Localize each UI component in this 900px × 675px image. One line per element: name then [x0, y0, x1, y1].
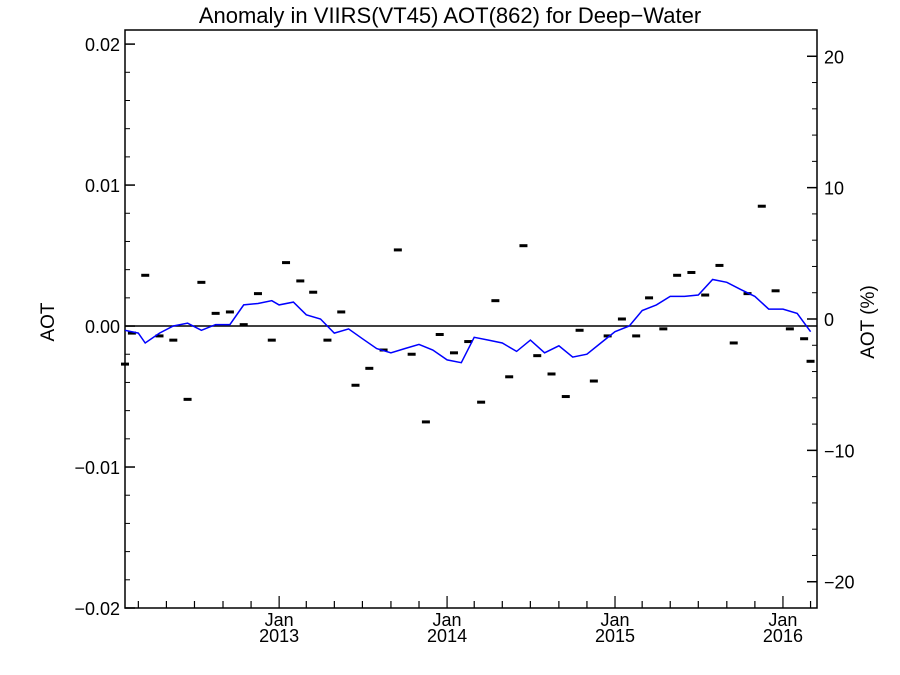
plot-area: 0.020.010.00−0.01−0.0220100−10−20Jan2013… [74, 29, 855, 646]
x-tick-year-label: 2015 [595, 626, 635, 646]
plot-frame [124, 29, 818, 609]
y-axis-label: AOT [38, 302, 59, 341]
y-tick-label: 0.00 [85, 317, 120, 337]
y2-tick-label: 0 [824, 310, 834, 330]
chart-title: Anomaly in VIIRS(VT45) AOT(862) for Deep… [199, 3, 701, 28]
x-tick-year-label: 2016 [763, 626, 803, 646]
x-tick-month-label: Jan [265, 610, 294, 630]
y2-tick-label: 20 [824, 47, 844, 67]
y-tick-label: 0.02 [85, 35, 120, 55]
x-tick-year-label: 2014 [427, 626, 467, 646]
x-tick-year-label: 2013 [259, 626, 299, 646]
y-tick-label: −0.01 [74, 458, 120, 478]
y2-tick-label: 10 [824, 179, 844, 199]
x-tick-month-label: Jan [600, 610, 629, 630]
y2-axis-label: AOT (%) [858, 285, 879, 359]
x-tick-month-label: Jan [768, 610, 797, 630]
x-tick-month-label: Jan [433, 610, 462, 630]
y-tick-label: 0.01 [85, 176, 120, 196]
smoothed-anomaly-line [124, 278, 812, 364]
y2-tick-label: −20 [824, 573, 855, 593]
y-tick-label: −0.02 [74, 599, 120, 619]
y2-tick-label: −10 [824, 441, 855, 461]
